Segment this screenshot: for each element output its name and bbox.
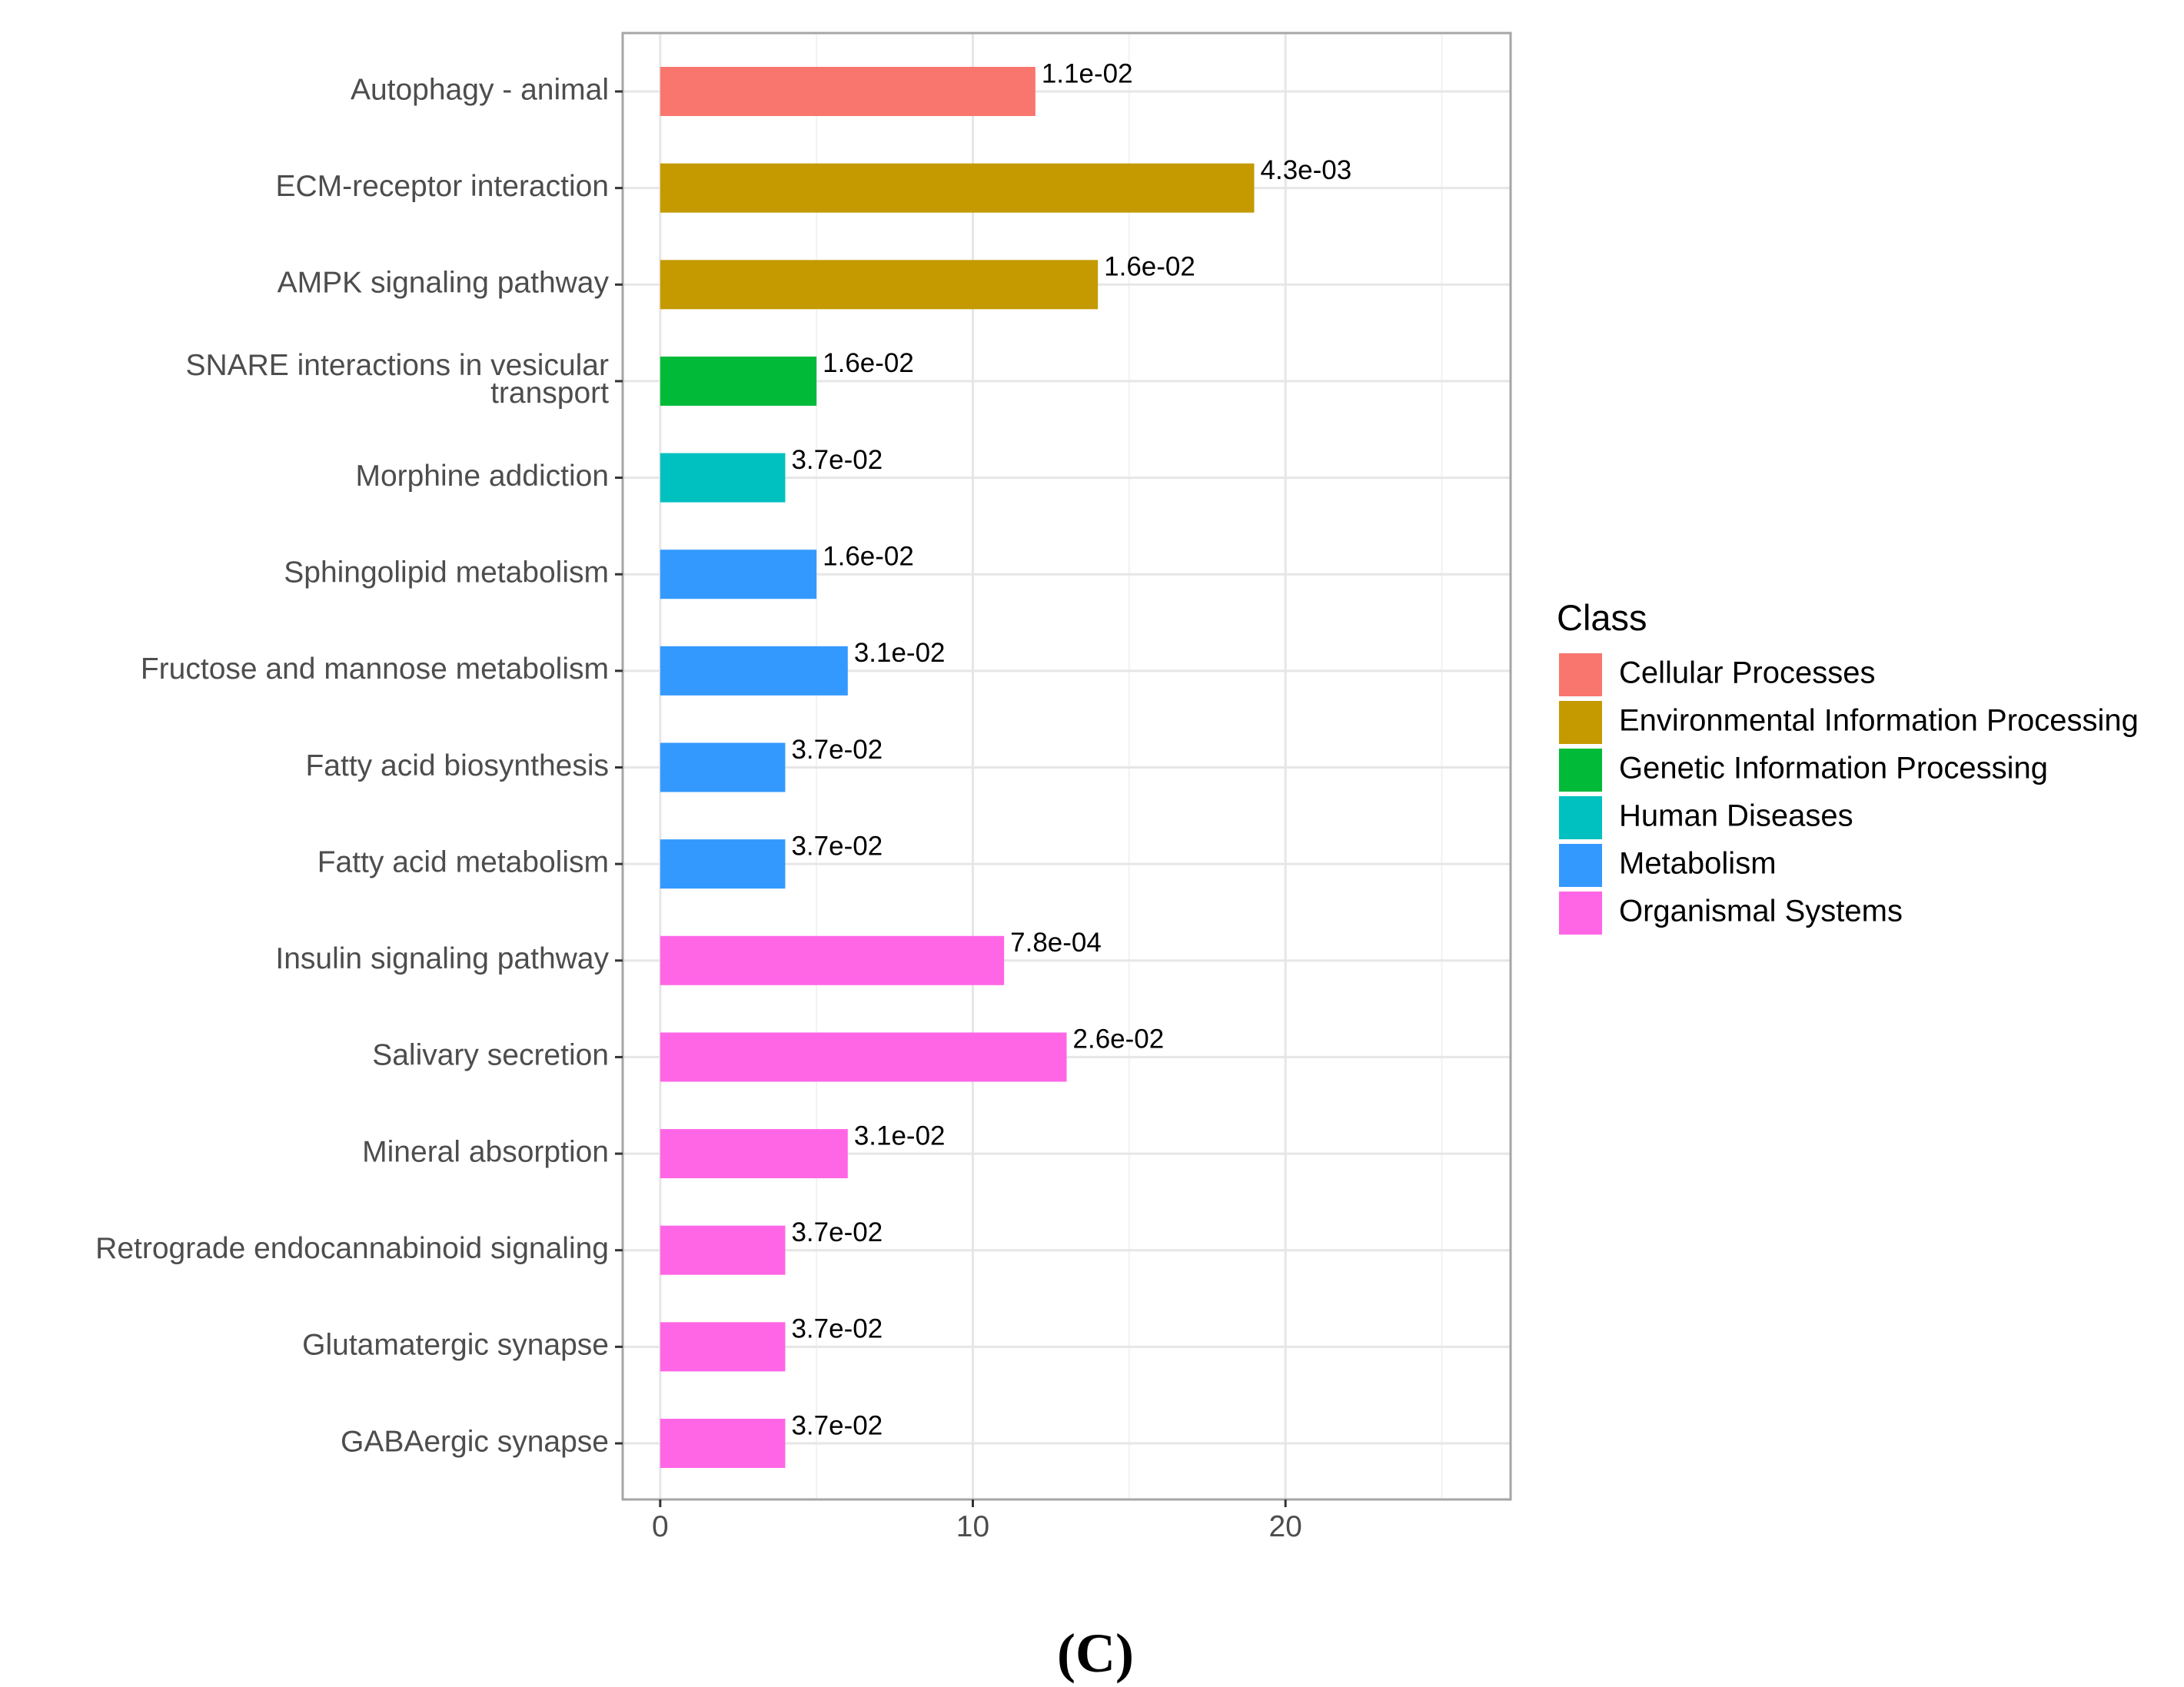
bar — [660, 67, 1035, 116]
x-axis: 0 10 20 — [652, 1499, 1302, 1543]
category-label: ECM-receptor interaction — [276, 170, 610, 203]
bar — [660, 1322, 786, 1372]
legend: Class Cellular Processes Environmental Inf… — [1557, 597, 2139, 935]
data-label: 3.7e-02 — [791, 1314, 883, 1344]
category-label: Glutamatergic synapse — [302, 1329, 609, 1362]
legend-key — [1559, 892, 1602, 935]
data-label: 3.7e-02 — [791, 1217, 883, 1247]
data-label: 7.8e-04 — [1010, 928, 1102, 958]
category-label: Fatty acid metabolism — [317, 845, 609, 878]
legend-key — [1559, 796, 1602, 839]
data-label: 3.1e-02 — [854, 638, 946, 668]
bar — [660, 1419, 786, 1468]
category-label: Mineral absorption — [362, 1135, 609, 1168]
category-label: Fructose and mannose metabolism — [141, 653, 609, 686]
bar — [660, 742, 786, 792]
bar — [660, 1225, 786, 1275]
legend-label: Environmental Information Processing — [1619, 704, 2139, 738]
x-tick-label: 20 — [1268, 1510, 1301, 1543]
category-label: Salivary secretion — [372, 1039, 609, 1072]
bar — [660, 260, 1099, 310]
data-label: 3.7e-02 — [791, 831, 883, 861]
data-label: 3.7e-02 — [791, 1410, 883, 1440]
data-label: 1.6e-02 — [823, 541, 914, 571]
data-label: 3.7e-02 — [791, 735, 883, 765]
data-label: 1.1e-02 — [1042, 58, 1133, 88]
bar — [660, 1032, 1067, 1082]
category-label: Sphingolipid metabolism — [284, 556, 609, 589]
bar — [660, 1129, 848, 1179]
category-label: AMPK signaling pathway — [278, 267, 610, 300]
legend-key — [1559, 749, 1602, 792]
bar — [660, 453, 786, 503]
category-label: SNARE interactions in vesicular — [185, 349, 609, 382]
category-label: Insulin signaling pathway — [275, 942, 609, 975]
data-label: 1.6e-02 — [1104, 252, 1195, 282]
data-label: 1.6e-02 — [823, 348, 914, 378]
bar — [660, 163, 1255, 213]
data-label: 3.7e-02 — [791, 445, 883, 475]
bar — [660, 935, 1005, 985]
category-label: Morphine addiction — [355, 460, 609, 493]
y-axis: Autophagy - animal ECM-receptor interacti… — [95, 73, 623, 1458]
legend-key — [1559, 701, 1602, 744]
legend-key — [1559, 844, 1602, 887]
legend-label: Cellular Processes — [1619, 656, 1875, 690]
bar — [660, 550, 817, 599]
legend-label: Human Diseases — [1619, 799, 1853, 833]
data-label: 3.1e-02 — [854, 1121, 946, 1151]
legend-label: Metabolism — [1619, 847, 1777, 881]
legend-key — [1559, 653, 1602, 696]
bars: 1.1e-02 4.3e-03 1.6e-02 1.6e-02 3.7e-02 1.6e-… — [660, 58, 1351, 1468]
category-label: transport — [490, 377, 609, 410]
x-tick-label: 0 — [652, 1510, 669, 1543]
category-label: Autophagy - animal — [351, 73, 609, 106]
category-label: GABAergic synapse — [341, 1425, 609, 1458]
x-tick-label: 10 — [956, 1510, 989, 1543]
legend-title: Class — [1557, 597, 1647, 638]
legend-label: Organismal Systems — [1619, 895, 1903, 928]
data-label: 2.6e-02 — [1073, 1024, 1165, 1054]
data-label: 4.3e-03 — [1261, 155, 1352, 185]
category-label: Retrograde endocannabinoid signaling — [95, 1232, 609, 1265]
bar — [660, 356, 817, 406]
legend-label: Genetic Information Processing — [1619, 752, 2048, 785]
bar — [660, 839, 786, 889]
panel-label: (C) — [1057, 1622, 1134, 1684]
category-label: Fatty acid biosynthesis — [305, 749, 609, 782]
bar — [660, 646, 848, 696]
